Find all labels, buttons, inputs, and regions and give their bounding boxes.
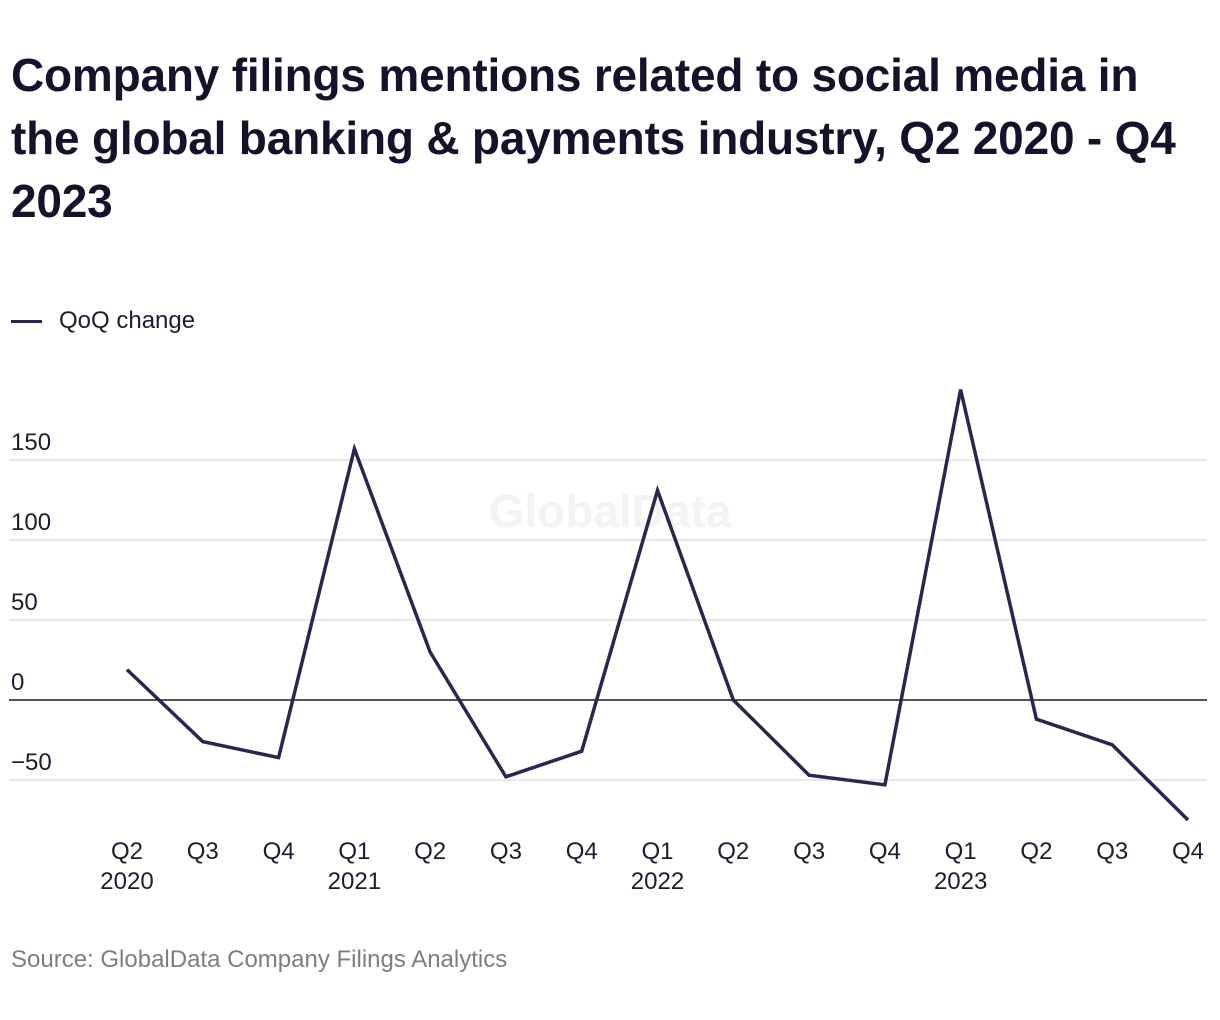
legend-label: QoQ change — [59, 307, 196, 334]
x-tick-year-label: 2021 — [328, 868, 381, 895]
x-tick-label: Q3 — [187, 838, 219, 865]
x-tick-label: Q2 — [1020, 838, 1052, 865]
data-point — [504, 775, 507, 778]
y-tick-label: 50 — [11, 589, 38, 616]
data-point — [732, 699, 735, 702]
data-point — [201, 740, 204, 743]
x-tick-label: Q4 — [566, 838, 598, 865]
x-tick-label: Q3 — [490, 838, 522, 865]
data-point — [1035, 718, 1038, 721]
data-point — [277, 756, 280, 759]
x-tick-label: Q4 — [1172, 838, 1204, 865]
y-tick-label: 0 — [11, 669, 24, 696]
data-point — [126, 668, 129, 671]
x-tick-label: Q3 — [793, 838, 825, 865]
x-tick-label: Q4 — [869, 838, 901, 865]
legend: QoQ change — [11, 307, 195, 335]
x-tick-label: Q3 — [1096, 838, 1128, 865]
source-note: Source: GlobalData Company Filings Analy… — [11, 946, 508, 973]
data-point — [808, 774, 811, 777]
x-tick-label: Q2 — [717, 838, 749, 865]
watermark: GlobalData — [489, 485, 732, 537]
data-point — [429, 651, 432, 654]
data-point — [1111, 743, 1114, 746]
x-tick-label: Q1 — [338, 838, 370, 865]
y-tick-label: −50 — [11, 749, 52, 776]
x-tick-year-label: 2023 — [934, 868, 987, 895]
y-tick-label: 100 — [11, 509, 51, 536]
x-tick-label: Q1 — [641, 838, 673, 865]
x-tick-label: Q4 — [263, 838, 295, 865]
legend-line-swatch — [11, 319, 42, 323]
x-tick-year-label: 2020 — [100, 868, 153, 895]
series-line — [125, 389, 1190, 822]
x-tick-label: Q2 — [111, 838, 143, 865]
data-point — [959, 388, 962, 391]
data-point — [1187, 819, 1190, 822]
chart-title: Company filings mentions related to soci… — [11, 49, 1176, 227]
y-tick-label: 150 — [11, 429, 51, 456]
data-point — [353, 447, 356, 450]
x-tick-label: Q1 — [945, 838, 977, 865]
data-point — [656, 489, 659, 492]
data-point — [883, 783, 886, 786]
x-tick-label: Q2 — [414, 838, 446, 865]
x-tick-year-label: 2022 — [631, 868, 684, 895]
data-point — [580, 750, 583, 753]
